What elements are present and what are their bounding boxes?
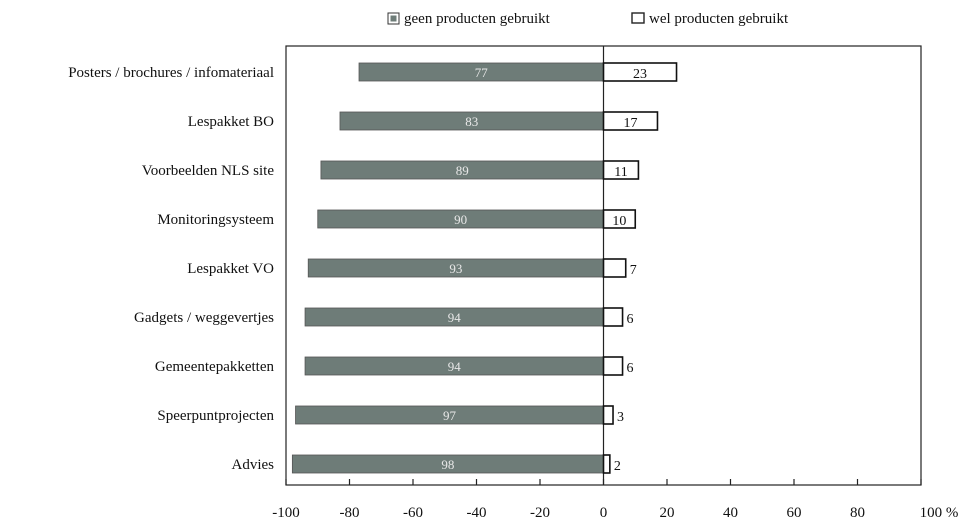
bar-label-geen-producten: 90 [454, 212, 467, 227]
x-tick-label: 80 [850, 505, 865, 521]
bar-label-wel-producten: 10 [612, 214, 626, 229]
legend-label: wel producten gebruikt [649, 11, 789, 27]
x-tick-label: -20 [530, 505, 550, 521]
bar-wel-producten [602, 111, 659, 131]
plot-area: -100 -80 -60 -40 -20 0 20 40 60 80 100 % Posters / … [68, 45, 958, 521]
category-label: Advies [232, 457, 275, 473]
legend-swatch-wel-producten [631, 12, 645, 24]
x-tick-label: -100 [272, 505, 300, 521]
category-label: Posters / brochures / infomateriaal [68, 65, 274, 81]
category-label: Speerpuntprojecten [157, 408, 274, 424]
bar-wel-producten [602, 454, 611, 474]
x-tick-label: 20 [660, 505, 675, 521]
x-tick-label: 100 % [920, 505, 958, 521]
x-tick-label: 60 [787, 505, 802, 521]
bar-wel-producten [602, 405, 614, 425]
x-tick-label: -80 [340, 505, 360, 521]
bar-label-wel-producten: 3 [617, 410, 624, 425]
bar-label-wel-producten: 23 [633, 67, 647, 82]
category-label: Lespakket BO [188, 114, 274, 130]
bar-label-geen-producten: 94 [448, 359, 462, 374]
bar-label-wel-producten: 2 [614, 459, 621, 474]
category-label: Voorbeelden NLS site [142, 163, 275, 179]
legend-label: geen producten gebruikt [404, 11, 551, 27]
legend-swatch-fill [390, 15, 397, 22]
bar-wel-producten [602, 307, 624, 327]
legend: geen producten gebruikt wel producten geb… [387, 11, 789, 27]
bar-label-geen-producten: 77 [475, 65, 489, 80]
bar-wel-producten [602, 356, 624, 376]
bar-label-wel-producten: 6 [627, 312, 634, 327]
bar-label-geen-producten: 83 [465, 114, 478, 129]
bar-label-geen-producten: 93 [449, 261, 462, 276]
bar-label-geen-producten: 89 [456, 163, 469, 178]
category-label: Gemeentepakketten [155, 359, 275, 375]
category-label: Lespakket VO [187, 261, 274, 277]
bar-wel-producten [602, 160, 640, 180]
x-tick-label: 40 [723, 505, 738, 521]
bar-label-geen-producten: 97 [443, 408, 457, 423]
x-tick-label: -60 [403, 505, 423, 521]
category-label: Gadgets / weggevertjes [134, 310, 274, 326]
bar-label-wel-producten: 6 [627, 361, 634, 376]
bar-label-wel-producten: 17 [623, 116, 637, 131]
bar-wel-producten [602, 209, 637, 229]
bar-label-geen-producten: 98 [441, 457, 454, 472]
x-tick-label: 0 [600, 505, 608, 521]
bar-label-wel-producten: 7 [630, 263, 637, 278]
bar-wel-producten [602, 258, 627, 278]
x-tick-label: -40 [467, 505, 487, 521]
bar-label-geen-producten: 94 [448, 310, 462, 325]
category-label: Monitoringsysteem [157, 212, 274, 228]
bar-label-wel-producten: 11 [614, 165, 627, 180]
bar-wel-producten [602, 62, 678, 82]
